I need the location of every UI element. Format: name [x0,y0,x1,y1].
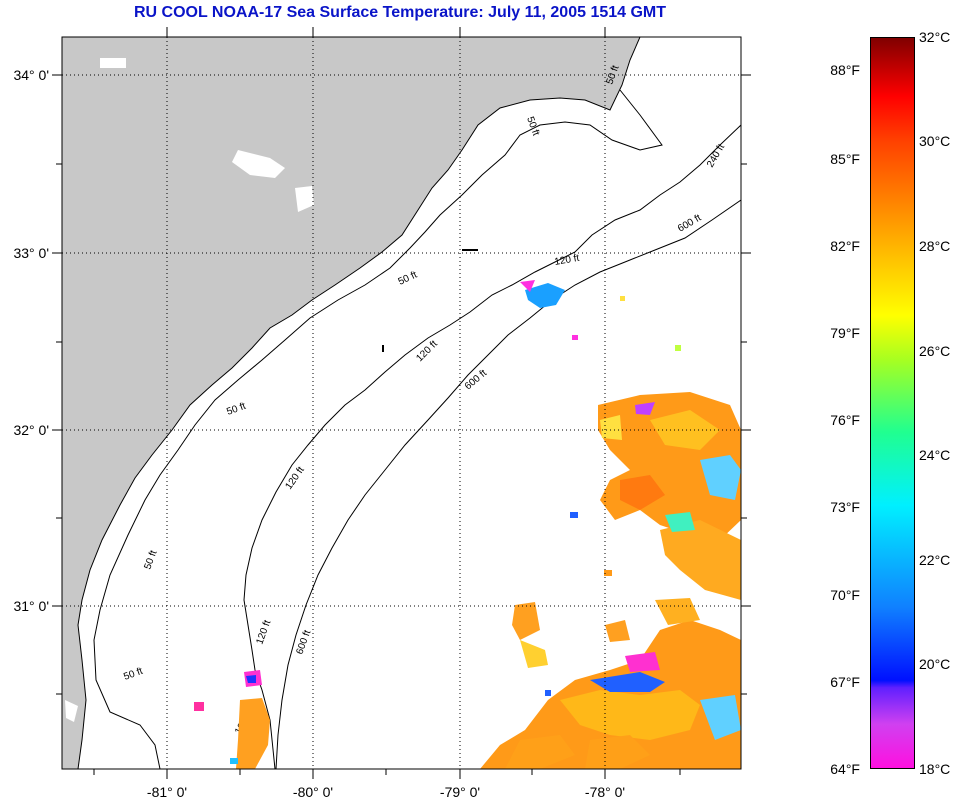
colorbar-celsius-label: 32°C [919,29,951,45]
colorbar-fahrenheit-label: 64°F [830,761,860,777]
map-frame [61,36,742,770]
colorbar-celsius-label: 18°C [919,761,951,777]
colorbar-celsius-label: 24°C [919,447,951,463]
colorbar-fahrenheit-label: 70°F [830,587,860,603]
land-patch [65,700,78,722]
colorbar-celsius-label: 22°C [919,552,951,568]
sst-data [194,280,741,769]
latitude-label: 33° 0' [13,245,49,261]
colorbar-celsius-label: 28°C [919,238,951,254]
colorbar-fahrenheit-label: 67°F [830,674,860,690]
map-title: RU COOL NOAA-17 Sea Surface Temperature:… [133,4,667,21]
colorbar-celsius-label: 20°C [919,656,951,672]
longitude-label: -80° 0' [293,784,333,800]
colorbar-fahrenheit-label: 73°F [830,499,860,515]
land-patch [295,186,314,212]
colorbar-fahrenheit-label: 88°F [830,62,860,78]
colorbar-fahrenheit-label: 82°F [830,238,860,254]
contour-label: 120 ft [554,253,581,268]
land-patch [100,58,126,68]
colorbar-celsius-label: 26°C [919,343,951,359]
colorbar-fahrenheit-label: 85°F [830,151,860,167]
temperature-colorbar [870,37,915,769]
land-area [62,37,641,769]
colorbar-fahrenheit-label: 79°F [830,325,860,341]
axis-ticks [52,27,751,779]
longitude-label: -81° 0' [147,784,187,800]
latitude-label: 31° 0' [13,598,49,614]
colorbar-fahrenheit-label: 76°F [830,412,860,428]
latitude-label: 34° 0' [13,67,49,83]
contour-600ft [275,199,741,769]
colorbar-celsius-label: 30°C [919,133,951,149]
contour-50ft [93,89,663,769]
land-patch [232,150,285,178]
latitude-label: 32° 0' [13,422,49,438]
longitude-label: -79° 0' [440,784,480,800]
contour-120ft [243,124,741,769]
longitude-label: -78° 0' [585,784,625,800]
